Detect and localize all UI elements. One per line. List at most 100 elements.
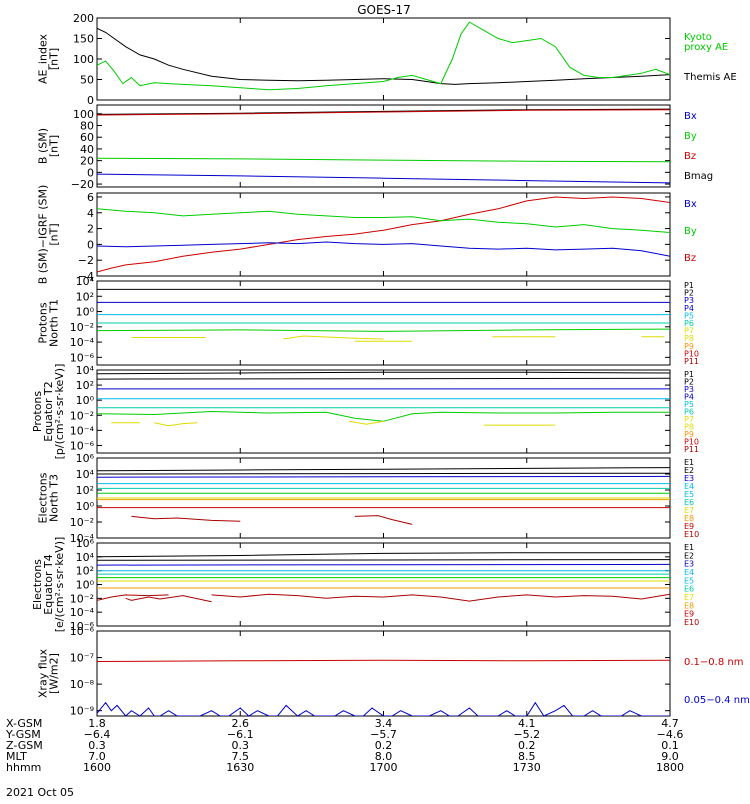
x-axis-value: 8.0 bbox=[375, 750, 393, 763]
legend-entry: P5 bbox=[684, 311, 694, 320]
x-axis-value: −6.4 bbox=[84, 728, 111, 741]
x-axis-value: 9.0 bbox=[661, 750, 679, 763]
y-axis-label: AE_index bbox=[37, 33, 50, 84]
y-tick-label: 80 bbox=[80, 120, 94, 133]
x-axis-row-label: Z-GSM bbox=[6, 739, 43, 752]
x-axis-value: 7.5 bbox=[232, 750, 250, 763]
y-tick-label: 150 bbox=[73, 33, 94, 46]
legend-entry: P9 bbox=[684, 342, 694, 351]
y-axis-label: Equator T2 bbox=[42, 381, 55, 441]
x-axis-value: 0.3 bbox=[88, 739, 106, 752]
x-axis-value: 2.6 bbox=[232, 717, 250, 730]
y-tick-label: 10⁴ bbox=[76, 468, 95, 481]
legend-entry: P6 bbox=[684, 408, 694, 417]
series-line bbox=[97, 552, 670, 558]
legend-entry: P11 bbox=[684, 357, 699, 366]
series-line bbox=[97, 173, 670, 184]
series-line bbox=[97, 377, 670, 380]
legend-entry: E6 bbox=[684, 498, 694, 507]
x-axis-row-label: X-GSM bbox=[6, 717, 42, 730]
legend-entry: proxy AE bbox=[684, 42, 728, 53]
legend-entry: E1 bbox=[684, 458, 694, 467]
series-line bbox=[97, 559, 670, 561]
y-tick-label: 200 bbox=[73, 12, 94, 25]
series-line bbox=[97, 21, 670, 91]
y-tick-label: 0 bbox=[87, 166, 94, 179]
legend-entry: E3 bbox=[684, 474, 694, 483]
y-tick-label: 10⁻² bbox=[70, 592, 94, 605]
y-axis-label: Equator T4 bbox=[42, 554, 55, 614]
y-tick-label: −2 bbox=[78, 254, 94, 267]
series-line bbox=[97, 475, 670, 478]
x-axis-value: −5.2 bbox=[513, 728, 540, 741]
panel-frame bbox=[96, 542, 671, 627]
chart-title: GOES-17 bbox=[357, 3, 411, 17]
series-line bbox=[97, 208, 670, 233]
y-axis-label: North T3 bbox=[48, 474, 61, 522]
y-axis-label: [nT] bbox=[48, 48, 61, 70]
legend-entry: E7 bbox=[684, 593, 694, 602]
legend-entry: E5 bbox=[684, 576, 694, 585]
y-tick-label: 10⁶ bbox=[76, 452, 95, 465]
y-tick-label: 10⁻⁹ bbox=[70, 705, 94, 718]
y-tick-label: −20 bbox=[71, 178, 94, 191]
legend-entry: E10 bbox=[684, 618, 699, 627]
series-line bbox=[354, 515, 413, 525]
legend-entry: E9 bbox=[684, 522, 694, 531]
y-tick-label: 2 bbox=[87, 223, 94, 236]
x-axis-row-label: MLT bbox=[6, 750, 27, 763]
y-tick-label: 10⁻⁶ bbox=[70, 439, 95, 452]
legend-entry: E8 bbox=[684, 514, 694, 523]
y-tick-label: 10⁴ bbox=[76, 551, 95, 564]
series-line bbox=[97, 196, 670, 273]
legend-entry: P7 bbox=[684, 327, 694, 336]
legend-entry: E10 bbox=[684, 530, 699, 539]
legend-entry: E6 bbox=[684, 585, 694, 594]
series-line bbox=[97, 328, 670, 332]
y-tick-label: 6 bbox=[87, 191, 94, 204]
series-line bbox=[97, 27, 670, 85]
y-tick-label: 40 bbox=[80, 143, 94, 156]
y-axis-label: [nT] bbox=[48, 223, 61, 245]
x-axis-value: 1.8 bbox=[88, 717, 106, 730]
y-tick-label: 4 bbox=[87, 207, 94, 220]
y-tick-label: 50 bbox=[80, 74, 94, 87]
x-axis-value: 0.2 bbox=[375, 739, 393, 752]
panel-frame bbox=[96, 17, 671, 101]
legend-entry: E9 bbox=[684, 610, 694, 619]
y-tick-label: 10⁻⁷ bbox=[70, 652, 94, 665]
x-axis-value: 1630 bbox=[226, 761, 254, 774]
legend-entry: Bz bbox=[684, 253, 696, 264]
x-axis-value: 7.0 bbox=[88, 750, 106, 763]
legend-entry: E1 bbox=[684, 543, 694, 552]
legend-entry: P8 bbox=[684, 423, 694, 432]
series-line bbox=[97, 410, 670, 422]
legend-entry: P11 bbox=[684, 445, 699, 454]
x-axis-value: 4.1 bbox=[518, 717, 536, 730]
y-tick-label: 10² bbox=[76, 290, 94, 303]
x-axis-value: 1600 bbox=[83, 761, 111, 774]
y-tick-label: 10⁻⁴ bbox=[70, 424, 95, 437]
legend-entry: By bbox=[684, 226, 697, 237]
y-tick-label: −4 bbox=[78, 270, 94, 283]
x-axis-row-label: hhmm bbox=[6, 761, 41, 774]
legend-entry: P2 bbox=[684, 378, 694, 387]
y-axis-label: Protons bbox=[37, 302, 50, 343]
legend-entry: P2 bbox=[684, 289, 694, 298]
y-axis-label: Electrons bbox=[31, 559, 44, 610]
y-tick-label: 10⁰ bbox=[76, 500, 95, 513]
panel-frame bbox=[96, 192, 671, 277]
y-tick-label: 10⁶ bbox=[76, 537, 95, 550]
series-line bbox=[97, 109, 670, 116]
series-line bbox=[349, 420, 384, 425]
series-line bbox=[283, 335, 384, 340]
series-line bbox=[125, 595, 212, 603]
legend-entry: 0.1−0.8 nm bbox=[684, 657, 743, 668]
panel-frame bbox=[96, 369, 671, 454]
y-axis-label: North T1 bbox=[48, 299, 61, 347]
legend-entry: Themis AE bbox=[683, 72, 737, 83]
legend-entry: P1 bbox=[684, 281, 694, 290]
